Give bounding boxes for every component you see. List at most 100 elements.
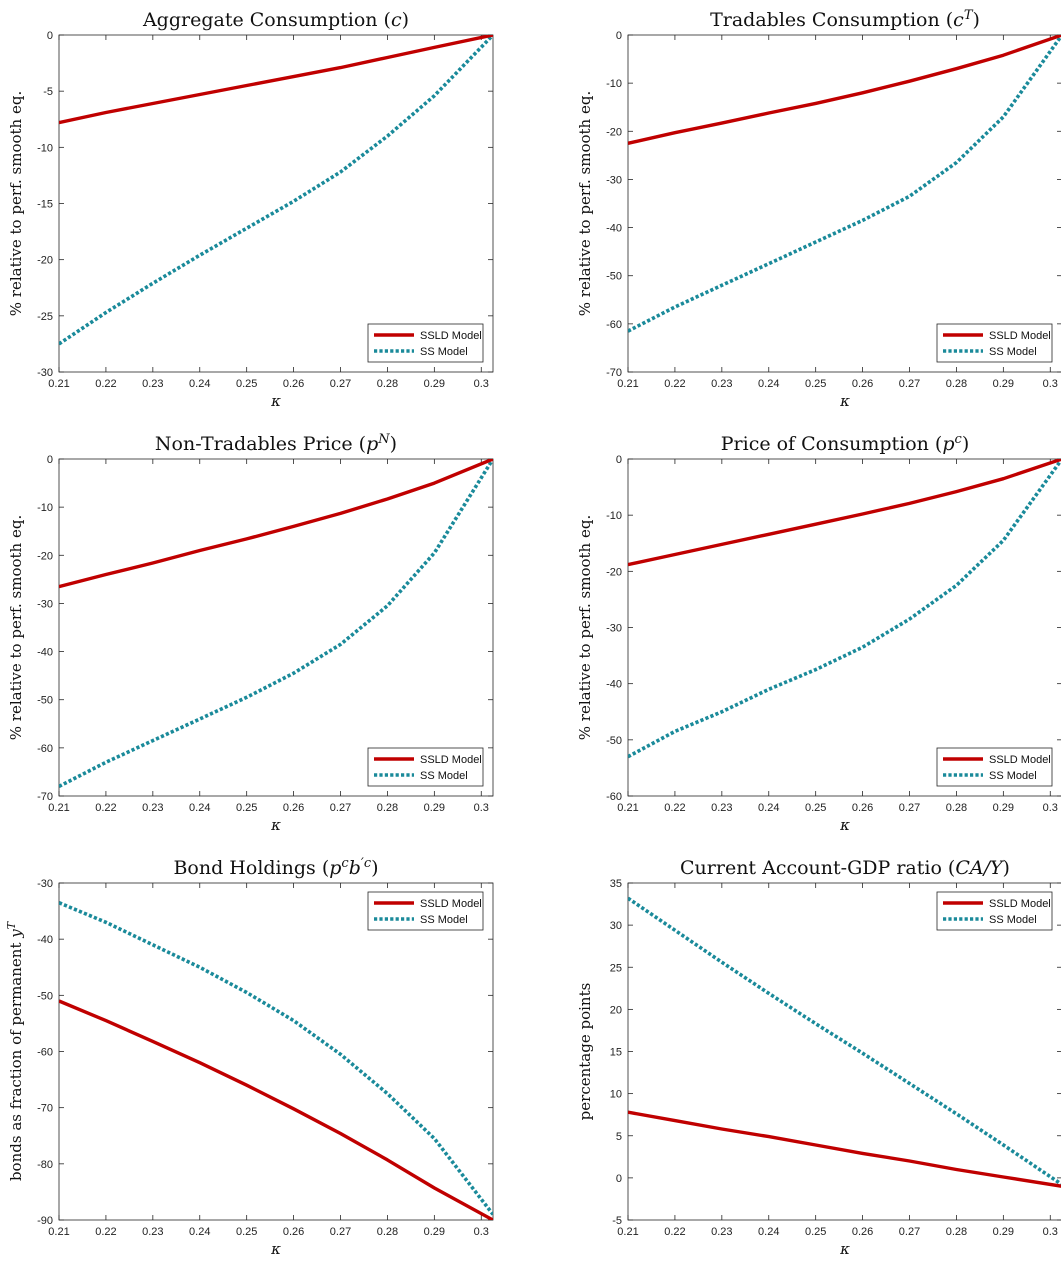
legend-box — [367, 891, 484, 931]
x-tick-label: 0.29 — [424, 1226, 445, 1238]
chart-panel-6: Current Account-GDP ratio (CA/Y) 0.21 0.22… — [576, 857, 1061, 1258]
x-tick-label: 0.27 — [899, 378, 920, 390]
x-tick-label: 0.23 — [711, 802, 732, 814]
legend-entry: SSLD Model — [989, 898, 1051, 910]
y-tick-label: -30 — [37, 367, 53, 379]
x-tick-label: 0.24 — [189, 802, 210, 814]
chart-title: Price of Consumption (pc) — [721, 432, 969, 456]
x-tick-label: 0.21 — [617, 1226, 638, 1238]
y-tick-label: -30 — [606, 174, 622, 186]
x-axis-label: κ — [839, 392, 850, 410]
x-tick-label: 0.29 — [993, 802, 1014, 814]
ssld-model-line — [59, 999, 493, 1220]
chart-title: Aggregate Consumption (c) — [142, 9, 409, 31]
y-tick-label: -40 — [37, 934, 53, 946]
y-tick-label: -60 — [37, 1047, 53, 1059]
y-tick-label: -60 — [37, 743, 53, 755]
x-tick-label: 0.29 — [993, 378, 1014, 390]
y-tick-label: 10 — [610, 1089, 622, 1101]
legend-entry: SS Model — [989, 914, 1037, 926]
y-tick-label: -25 — [37, 311, 53, 323]
x-tick-label: 0.28 — [946, 378, 967, 390]
y-tick-label: -10 — [606, 510, 622, 522]
y-tick-label: -40 — [37, 647, 53, 659]
x-tick-label: 0.25 — [805, 802, 826, 814]
legend-entry: SSLD Model — [420, 330, 482, 342]
x-tick-label: 0.25 — [236, 802, 257, 814]
x-tick-label: 0.22 — [95, 378, 116, 390]
legend-entry: SSLD Model — [989, 754, 1051, 766]
ssld-model-line — [628, 459, 1061, 567]
x-tick-label: 0.26 — [283, 1226, 304, 1238]
x-tick-label: 0.27 — [899, 802, 920, 814]
x-tick-label: 0.22 — [664, 802, 685, 814]
y-tick-label: -20 — [37, 550, 53, 562]
y-tick-label: 5 — [616, 1131, 622, 1143]
chart-panel-1: Aggregate Consumption (c) 0.21 0.22 0.23 0.2… — [7, 9, 494, 410]
y-tick-label: 0 — [47, 454, 53, 466]
x-tick-label: 0.27 — [330, 378, 351, 390]
legend-entry: SSLD Model — [420, 754, 482, 766]
x-tick-label: 0.21 — [617, 378, 638, 390]
x-tick-label: 0.25 — [805, 1226, 826, 1238]
y-tick-label: 0 — [616, 454, 622, 466]
y-tick-label: -50 — [606, 271, 622, 283]
x-tick-label: 0.24 — [758, 378, 779, 390]
x-tick-label: 0.28 — [377, 1226, 398, 1238]
y-tick-label: -70 — [37, 1103, 53, 1115]
y-tick-label: 0 — [47, 30, 53, 42]
x-tick-label: 0.27 — [330, 802, 351, 814]
x-tick-label: 0.24 — [758, 1226, 779, 1238]
x-tick-label: 0.28 — [946, 802, 967, 814]
x-axis-label: κ — [270, 816, 281, 834]
y-tick-label: -5 — [612, 1215, 622, 1227]
y-tick-label: 20 — [610, 1004, 622, 1016]
ss-model-line — [59, 901, 493, 1216]
y-tick-label: -15 — [37, 199, 53, 211]
x-tick-label: 0.21 — [48, 1226, 69, 1238]
x-tick-label: 0.25 — [236, 378, 257, 390]
x-tick-label: 0.26 — [852, 1226, 873, 1238]
y-tick-label: -50 — [37, 990, 53, 1002]
x-axis-label: κ — [839, 1240, 850, 1258]
chart-panel-5: Bond Holdings (pcb′c) 0.21 0.22 0.23 0.24 0.2… — [5, 856, 494, 1258]
x-tick-label: 0.21 — [48, 802, 69, 814]
x-tick-label: 0.3 — [1043, 802, 1058, 814]
x-tick-label: 0.28 — [946, 1226, 967, 1238]
x-tick-label: 0.21 — [617, 802, 638, 814]
y-tick-label: -30 — [606, 623, 622, 635]
y-tick-label: -20 — [606, 126, 622, 138]
x-tick-label: 0.29 — [424, 802, 445, 814]
y-tick-label: -10 — [37, 142, 53, 154]
legend-entry: SSLD Model — [420, 898, 482, 910]
ss-model-line — [628, 459, 1061, 759]
x-tick-label: 0.25 — [805, 378, 826, 390]
y-tick-label: -40 — [606, 223, 622, 235]
y-tick-label: -10 — [606, 78, 622, 90]
plot-area — [58, 458, 494, 797]
legend: SSLD Model SS Model — [367, 747, 484, 787]
x-tick-label: 0.27 — [330, 1226, 351, 1238]
y-tick-label: 0 — [616, 30, 622, 42]
x-tick-label: 0.29 — [993, 1226, 1014, 1238]
y-axis-label: % relative to perf. smooth eq. — [576, 515, 594, 740]
x-tick-label: 0.22 — [95, 1226, 116, 1238]
y-tick-label: -20 — [606, 566, 622, 578]
y-tick-label: -50 — [37, 695, 53, 707]
chart-title: Tradables Consumption (cT) — [710, 8, 980, 32]
x-tick-label: 0.23 — [142, 378, 163, 390]
legend-entry: SS Model — [420, 770, 468, 782]
x-tick-label: 0.22 — [664, 1226, 685, 1238]
ssld-model-line — [59, 35, 493, 125]
y-tick-label: -50 — [606, 735, 622, 747]
y-tick-label: -5 — [43, 86, 53, 98]
x-tick-label: 0.24 — [189, 1226, 210, 1238]
legend-box — [936, 323, 1053, 363]
y-tick-label: -10 — [37, 502, 53, 514]
y-tick-label: -40 — [606, 679, 622, 691]
x-tick-label: 0.28 — [377, 802, 398, 814]
chart-title: Current Account-GDP ratio (CA/Y) — [680, 857, 1010, 879]
x-tick-label: 0.3 — [1043, 1226, 1058, 1238]
x-tick-label: 0.23 — [711, 378, 732, 390]
y-tick-label: -30 — [37, 878, 53, 890]
